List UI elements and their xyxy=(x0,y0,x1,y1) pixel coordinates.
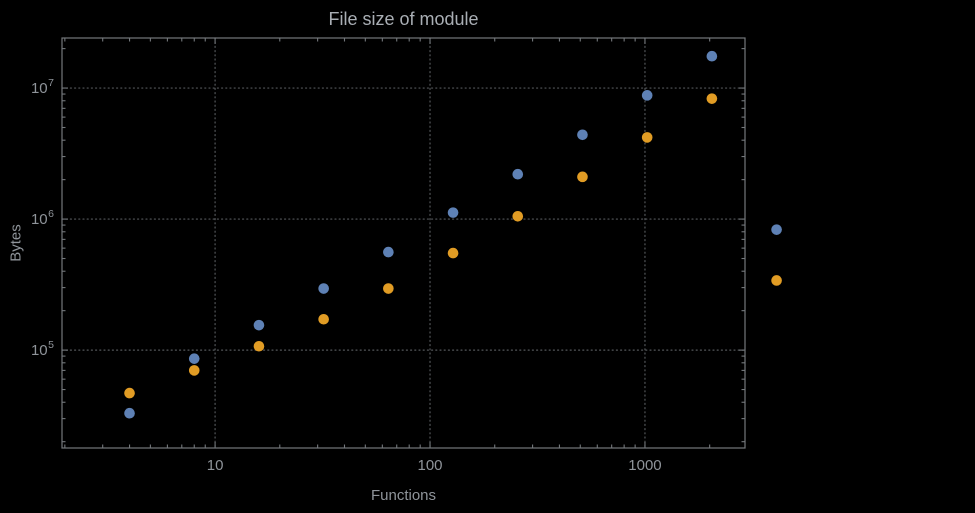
data-point-series-blue xyxy=(253,319,265,331)
data-point-series-orange xyxy=(253,340,265,352)
plot-frame xyxy=(61,37,746,449)
data-point-series-blue xyxy=(512,168,524,180)
data-point-series-blue xyxy=(447,207,459,218)
data-point-series-orange xyxy=(771,275,782,286)
data-point-series-orange xyxy=(641,132,653,143)
data-point-series-orange xyxy=(577,171,588,183)
data-point-series-orange xyxy=(188,365,200,376)
data-point-series-blue xyxy=(641,90,653,101)
y-tick-label: 105 xyxy=(31,339,54,359)
data-point-series-blue xyxy=(188,353,200,364)
y-tick-label: 106 xyxy=(31,208,54,228)
y-tick-label: 107 xyxy=(31,77,54,97)
data-point-series-blue xyxy=(771,224,782,235)
data-point-series-orange xyxy=(124,387,135,399)
data-point-series-orange xyxy=(706,93,718,104)
data-point-series-blue xyxy=(706,50,718,62)
data-point-series-orange xyxy=(318,313,329,325)
data-point-series-blue xyxy=(318,283,329,294)
data-point-series-blue xyxy=(577,129,588,141)
x-tick-label: 1000 xyxy=(628,457,661,474)
x-axis-label: Functions xyxy=(370,487,437,504)
x-tick-label: 100 xyxy=(418,457,443,474)
x-tick-label: 10 xyxy=(207,457,224,474)
chart-title: File size of module xyxy=(328,9,479,29)
data-point-series-blue xyxy=(124,407,135,419)
data-point-series-orange xyxy=(512,211,524,222)
data-point-series-orange xyxy=(383,283,394,294)
data-point-series-blue xyxy=(383,246,394,258)
data-point-series-orange xyxy=(447,247,459,259)
